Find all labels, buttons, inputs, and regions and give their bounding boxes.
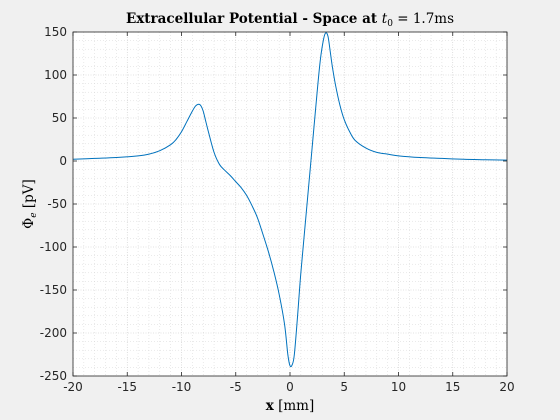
y-tick-label: -200 (40, 326, 67, 340)
x-tick-label: -15 (117, 380, 137, 394)
x-tick-label: 0 (286, 380, 294, 394)
y-tick-label: -250 (40, 369, 67, 383)
x-tick-label: 5 (340, 380, 348, 394)
x-tick-label: 15 (445, 380, 460, 394)
y-tick-label: 0 (59, 154, 67, 168)
y-tick-label: 150 (44, 25, 67, 39)
series-line (72, 32, 508, 368)
x-tick-label: -20 (63, 380, 83, 394)
y-tick-label: -150 (40, 283, 67, 297)
y-tick-label: 100 (44, 68, 67, 82)
y-tick-labels: -250 -200 -150 -100 -50 0 50 100 150 (40, 25, 67, 383)
y-tick-label: -50 (47, 197, 67, 211)
chart-title: Extracellular Potential - Space at t0 = … (126, 11, 454, 29)
x-axis-label: x [mm] (266, 398, 315, 414)
x-tick-label: -10 (172, 380, 192, 394)
y-tick-label: 50 (52, 111, 67, 125)
y-tick-label: -100 (40, 240, 67, 254)
ticks (72, 31, 508, 377)
x-tick-label: 10 (391, 380, 406, 394)
x-tick-label: 20 (499, 380, 514, 394)
plot-area (73, 32, 507, 376)
x-tick-labels: -20 -15 -10 -5 0 5 10 15 20 (63, 380, 514, 394)
minor-grid (73, 32, 507, 376)
x-tick-label: -5 (230, 380, 242, 394)
y-axis-label: Φe [pV] (21, 179, 39, 229)
